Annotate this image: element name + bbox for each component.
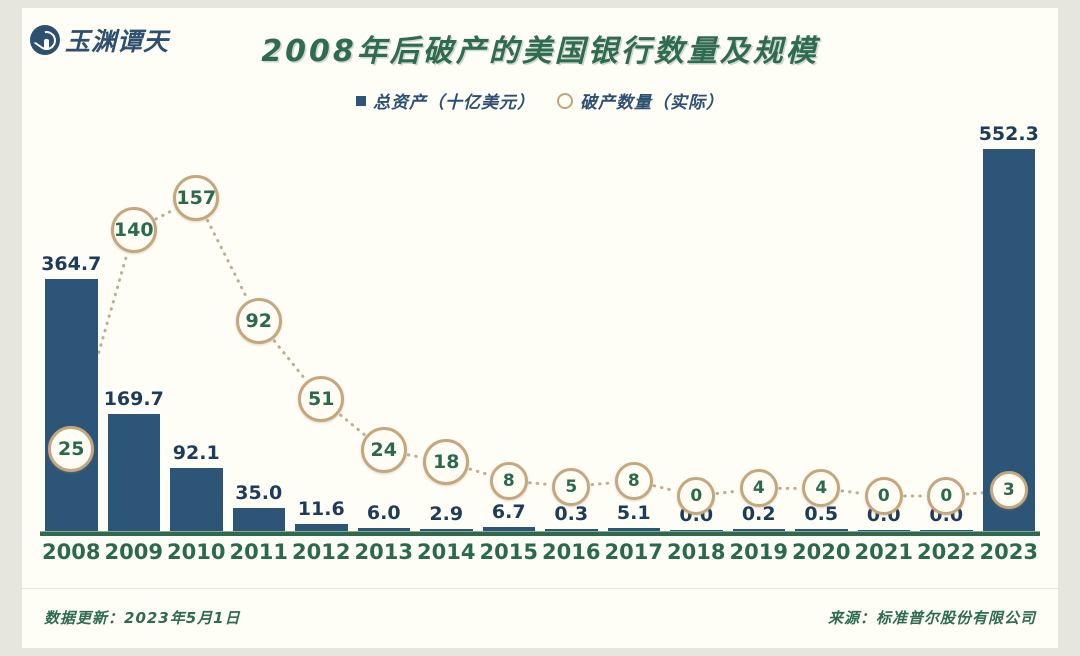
bar-column[interactable] (295, 524, 348, 532)
failure-count-marker[interactable]: 24 (360, 427, 407, 474)
chart-header: 玉渊谭天 2008年后破产的美国银行数量及规模 总资产（十亿美元） 破产数量（实… (22, 8, 1058, 113)
bar-value-label: 35.0 (235, 482, 283, 504)
x-axis-tick-2014: 2014 (417, 540, 476, 564)
failure-count-marker[interactable]: 4 (739, 469, 778, 508)
bar[interactable] (295, 524, 348, 532)
bar-value-label: 5.1 (616, 502, 651, 524)
footer-update-date: 数据更新：2023年5月1日 (44, 609, 241, 627)
bar[interactable] (107, 414, 160, 532)
bar-value-label: 169.7 (103, 388, 164, 410)
legend-item-total-assets: 总资产（十亿美元） (356, 88, 535, 113)
x-axis-tick-2018: 2018 (667, 540, 726, 564)
bar[interactable] (545, 529, 598, 532)
bar-column[interactable] (482, 527, 535, 532)
chart-legend: 总资产（十亿美元） 破产数量（实际） (22, 88, 1058, 113)
x-axis-tick-2009: 2009 (104, 540, 163, 564)
bar-column[interactable] (107, 414, 160, 532)
x-axis-tick-2023: 2023 (979, 540, 1038, 564)
x-axis-tick-2015: 2015 (479, 540, 538, 564)
failure-count-marker[interactable]: 0 (927, 477, 966, 515)
legend-label-total-assets: 总资产（十亿美元） (373, 93, 535, 113)
bar[interactable] (607, 528, 660, 532)
footer-source: 来源：标准普尔股份有限公司 (827, 609, 1036, 627)
x-axis-tick-2012: 2012 (292, 540, 351, 564)
brand-name: 玉渊谭天 (65, 27, 170, 56)
x-axis-labels: 2008 2009 2010 2011 2012 2013 2014 2015 2016 2017… (30, 540, 1050, 574)
legend-item-failure-count: 破产数量（实际） (557, 88, 724, 113)
x-axis-tick-2021: 2021 (854, 540, 913, 564)
x-axis-tick-2008: 2008 (42, 540, 101, 564)
x-axis-tick-2017: 2017 (604, 540, 663, 564)
failure-count-marker[interactable]: 92 (235, 298, 282, 345)
bar[interactable] (982, 149, 1035, 532)
bar-value-label: 6.7 (491, 501, 526, 523)
chart-footer: 数据更新：2023年5月1日 来源：标准普尔股份有限公司 (22, 588, 1058, 648)
legend-label-failure-count: 破产数量（实际） (580, 93, 724, 113)
bar-column[interactable] (795, 529, 848, 532)
x-axis-tick-2020: 2020 (792, 540, 851, 564)
bar-column[interactable] (420, 529, 473, 532)
failure-count-marker[interactable]: 0 (864, 477, 903, 515)
x-axis-line (40, 531, 1040, 536)
bar-column[interactable] (545, 529, 598, 532)
bar-column[interactable] (732, 529, 785, 532)
failure-count-marker[interactable]: 8 (614, 461, 653, 500)
failure-count-marker[interactable]: 157 (173, 175, 220, 222)
failure-count-marker[interactable]: 5 (552, 467, 591, 506)
page-title: 2008年后破产的美国银行数量及规模 (261, 34, 819, 69)
bar-column[interactable] (170, 468, 223, 532)
x-axis-tick-2022: 2022 (917, 540, 976, 564)
bar-value-label: 0.3 (554, 503, 589, 525)
bar-value-label: 6.0 (366, 502, 401, 524)
chart-card: 玉渊谭天 2008年后破产的美国银行数量及规模 总资产（十亿美元） 破产数量（实… (22, 8, 1058, 648)
failure-count-marker[interactable]: 25 (48, 425, 95, 472)
bar-column[interactable] (982, 149, 1035, 532)
failure-count-marker[interactable]: 51 (298, 376, 345, 423)
bar[interactable] (420, 529, 473, 532)
plot-area: 364.7 169.7 92.1 35.0 11.6 6.0 2.9 6.7 0.3 5.1 0.0… (30, 118, 1050, 536)
failure-count-marker[interactable]: 8 (489, 461, 528, 500)
bar-column[interactable] (232, 508, 285, 532)
bar[interactable] (170, 468, 223, 532)
bar-value-label: 364.7 (41, 253, 102, 275)
bar-column[interactable] (45, 279, 98, 532)
legend-square-icon (356, 95, 366, 106)
failure-count-marker[interactable]: 0 (677, 477, 716, 515)
bar-value-label: 2.9 (429, 503, 464, 525)
bar[interactable] (45, 279, 98, 532)
bar-column[interactable] (357, 528, 410, 532)
x-axis-tick-2019: 2019 (729, 540, 788, 564)
bar-value-label: 552.3 (978, 123, 1039, 145)
bar[interactable] (732, 529, 785, 532)
brand-logo: 玉渊谭天 (30, 22, 169, 58)
bar-value-label: 0.2 (741, 503, 776, 525)
failure-count-marker[interactable]: 3 (989, 471, 1028, 510)
bar[interactable] (482, 527, 535, 532)
failure-count-marker[interactable]: 140 (110, 207, 157, 254)
legend-circle-icon (557, 92, 573, 109)
x-axis-tick-2011: 2011 (229, 540, 288, 564)
bar-value-label: 11.6 (297, 498, 345, 520)
x-axis-tick-2013: 2013 (354, 540, 413, 564)
bar[interactable] (232, 508, 285, 532)
bar[interactable] (357, 528, 410, 532)
bar-column[interactable] (607, 528, 660, 532)
bar-value-label: 0.5 (804, 503, 839, 525)
failure-count-marker[interactable]: 18 (423, 438, 470, 485)
failure-count-marker[interactable]: 4 (802, 469, 841, 508)
x-axis-tick-2010: 2010 (167, 540, 226, 564)
x-axis-tick-2016: 2016 (542, 540, 601, 564)
bar-value-label: 92.1 (172, 442, 220, 464)
wave-logo-icon (30, 25, 60, 55)
bar[interactable] (795, 529, 848, 532)
